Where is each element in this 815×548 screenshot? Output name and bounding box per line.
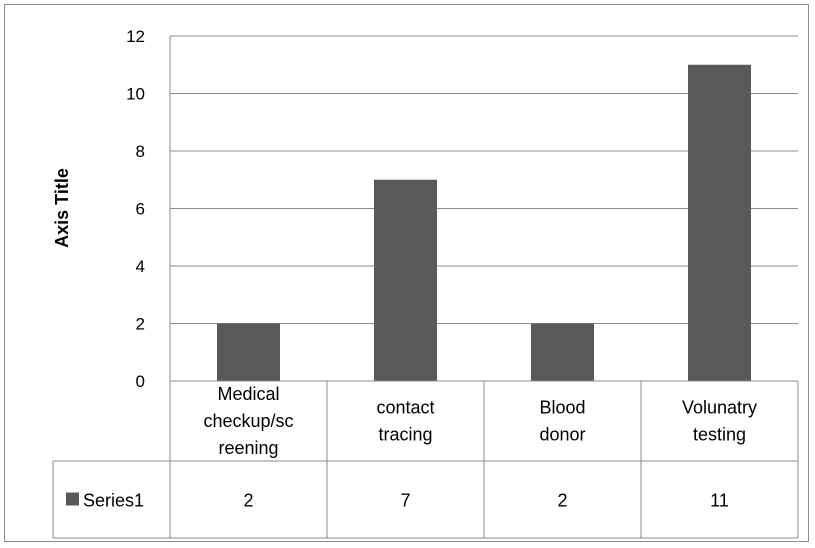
table-value-1: 7 — [400, 491, 410, 511]
category-label-line: Volunatry — [682, 398, 757, 418]
y-tick-10: 10 — [126, 85, 145, 104]
category-label-line: donor — [539, 425, 585, 445]
category-label-0: Medical checkup/sc reening — [203, 384, 293, 458]
category-label-2: Blood donor — [539, 398, 585, 445]
bar-1 — [374, 179, 437, 381]
category-label-line: Medical — [217, 384, 279, 404]
table-value-3: 11 — [710, 491, 729, 511]
y-tick-0: 0 — [136, 372, 145, 391]
data-table: Medical checkup/sc reening contact tracing Bl… — [52, 380, 799, 539]
bars — [217, 64, 751, 381]
table-value-0: 2 — [243, 491, 253, 511]
legend-key — [66, 492, 79, 506]
category-label-line: tracing — [378, 425, 432, 445]
y-tick-2: 2 — [136, 315, 145, 334]
y-tick-8: 8 — [136, 142, 145, 161]
y-tick-4: 4 — [136, 257, 145, 276]
category-label-line: checkup/sc — [203, 411, 293, 431]
y-axis-title: Axis Title — [52, 168, 72, 248]
category-label-line: contact — [376, 398, 434, 418]
y-tick-labels: 0 2 4 6 8 10 12 — [126, 27, 145, 391]
category-label-line: testing — [693, 425, 746, 445]
bar-2 — [531, 323, 594, 381]
bar-0 — [217, 323, 280, 381]
y-tick-6: 6 — [136, 200, 145, 219]
bar-3 — [688, 64, 751, 381]
y-tick-12: 12 — [126, 27, 145, 46]
category-label-line: Blood — [539, 398, 585, 418]
category-label-3: Volunatry testing — [682, 398, 757, 445]
category-label-line: reening — [218, 438, 278, 458]
table-value-2: 2 — [557, 491, 567, 511]
category-label-1: contact tracing — [376, 398, 434, 445]
legend-series-name: Series1 — [83, 491, 144, 511]
